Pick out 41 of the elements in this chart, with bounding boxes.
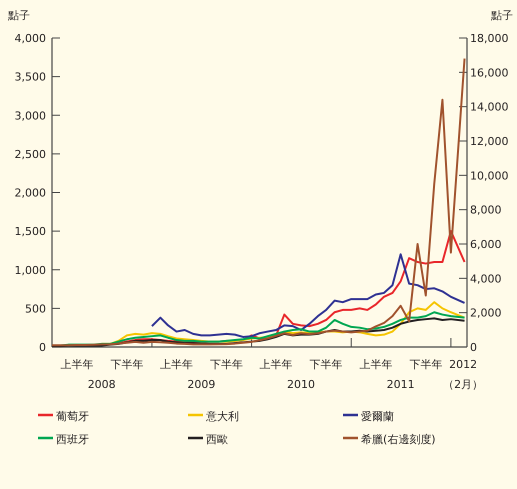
y2-tick-label: 0	[470, 341, 477, 354]
y2-axis-title: 點子	[490, 9, 513, 22]
y2-tick-label: 12,000	[470, 135, 508, 148]
text: 下半年	[210, 358, 243, 371]
y-tick-label: 4,000	[14, 32, 46, 45]
legend-label: 愛爾蘭	[361, 410, 394, 423]
y-tick-label: 0	[39, 341, 46, 354]
y2-tick-label: 16,000	[470, 66, 508, 80]
text: 上半年	[60, 358, 94, 371]
y2-tick-label: 10,000	[470, 169, 508, 182]
y2-tick-label: 6,000	[470, 238, 502, 251]
y-tick-label: 2,500	[14, 148, 46, 161]
text: 下半年	[409, 358, 442, 371]
line-series	[150, 253, 466, 338]
x-tick-label: 2009	[187, 378, 216, 391]
x-tick-label: 2008	[88, 378, 116, 391]
x-tick-label: 2011	[386, 378, 415, 391]
x-tick-label: 2010	[287, 378, 315, 391]
text: 上半年	[260, 358, 293, 371]
y-axis-title: 點子	[7, 9, 30, 22]
y-tick-label: 3,000	[14, 109, 46, 122]
text: 上半年	[160, 358, 193, 371]
legend-label: 西班牙	[56, 433, 89, 446]
y2-tick-label: 4,000	[470, 272, 502, 286]
text: 下半年	[110, 358, 144, 371]
legend-label: 希臘(右邊刻度)	[361, 433, 436, 446]
legend-label: 意大利	[205, 410, 239, 423]
y2-tick-label: 18,000	[470, 32, 508, 45]
text: 上半年	[359, 358, 392, 371]
y-tick-label: 1,500	[14, 225, 46, 238]
y-tick-label: 2,000	[14, 186, 46, 200]
y-tick-label: 500	[25, 302, 46, 316]
x-tick-label: 2012 （2月）	[443, 358, 484, 391]
y2-tick-label: 2,000	[470, 306, 502, 320]
legend-label: 葡萄牙	[56, 410, 89, 423]
y-tick-label: 1,000	[14, 264, 46, 277]
y2-tick-label: 14,000	[470, 100, 508, 114]
text: 下半年	[310, 358, 343, 371]
y2-tick-label: 8,000	[470, 204, 502, 217]
legend-label: 西歐	[206, 433, 228, 446]
y-tick-label: 3,500	[14, 70, 46, 84]
